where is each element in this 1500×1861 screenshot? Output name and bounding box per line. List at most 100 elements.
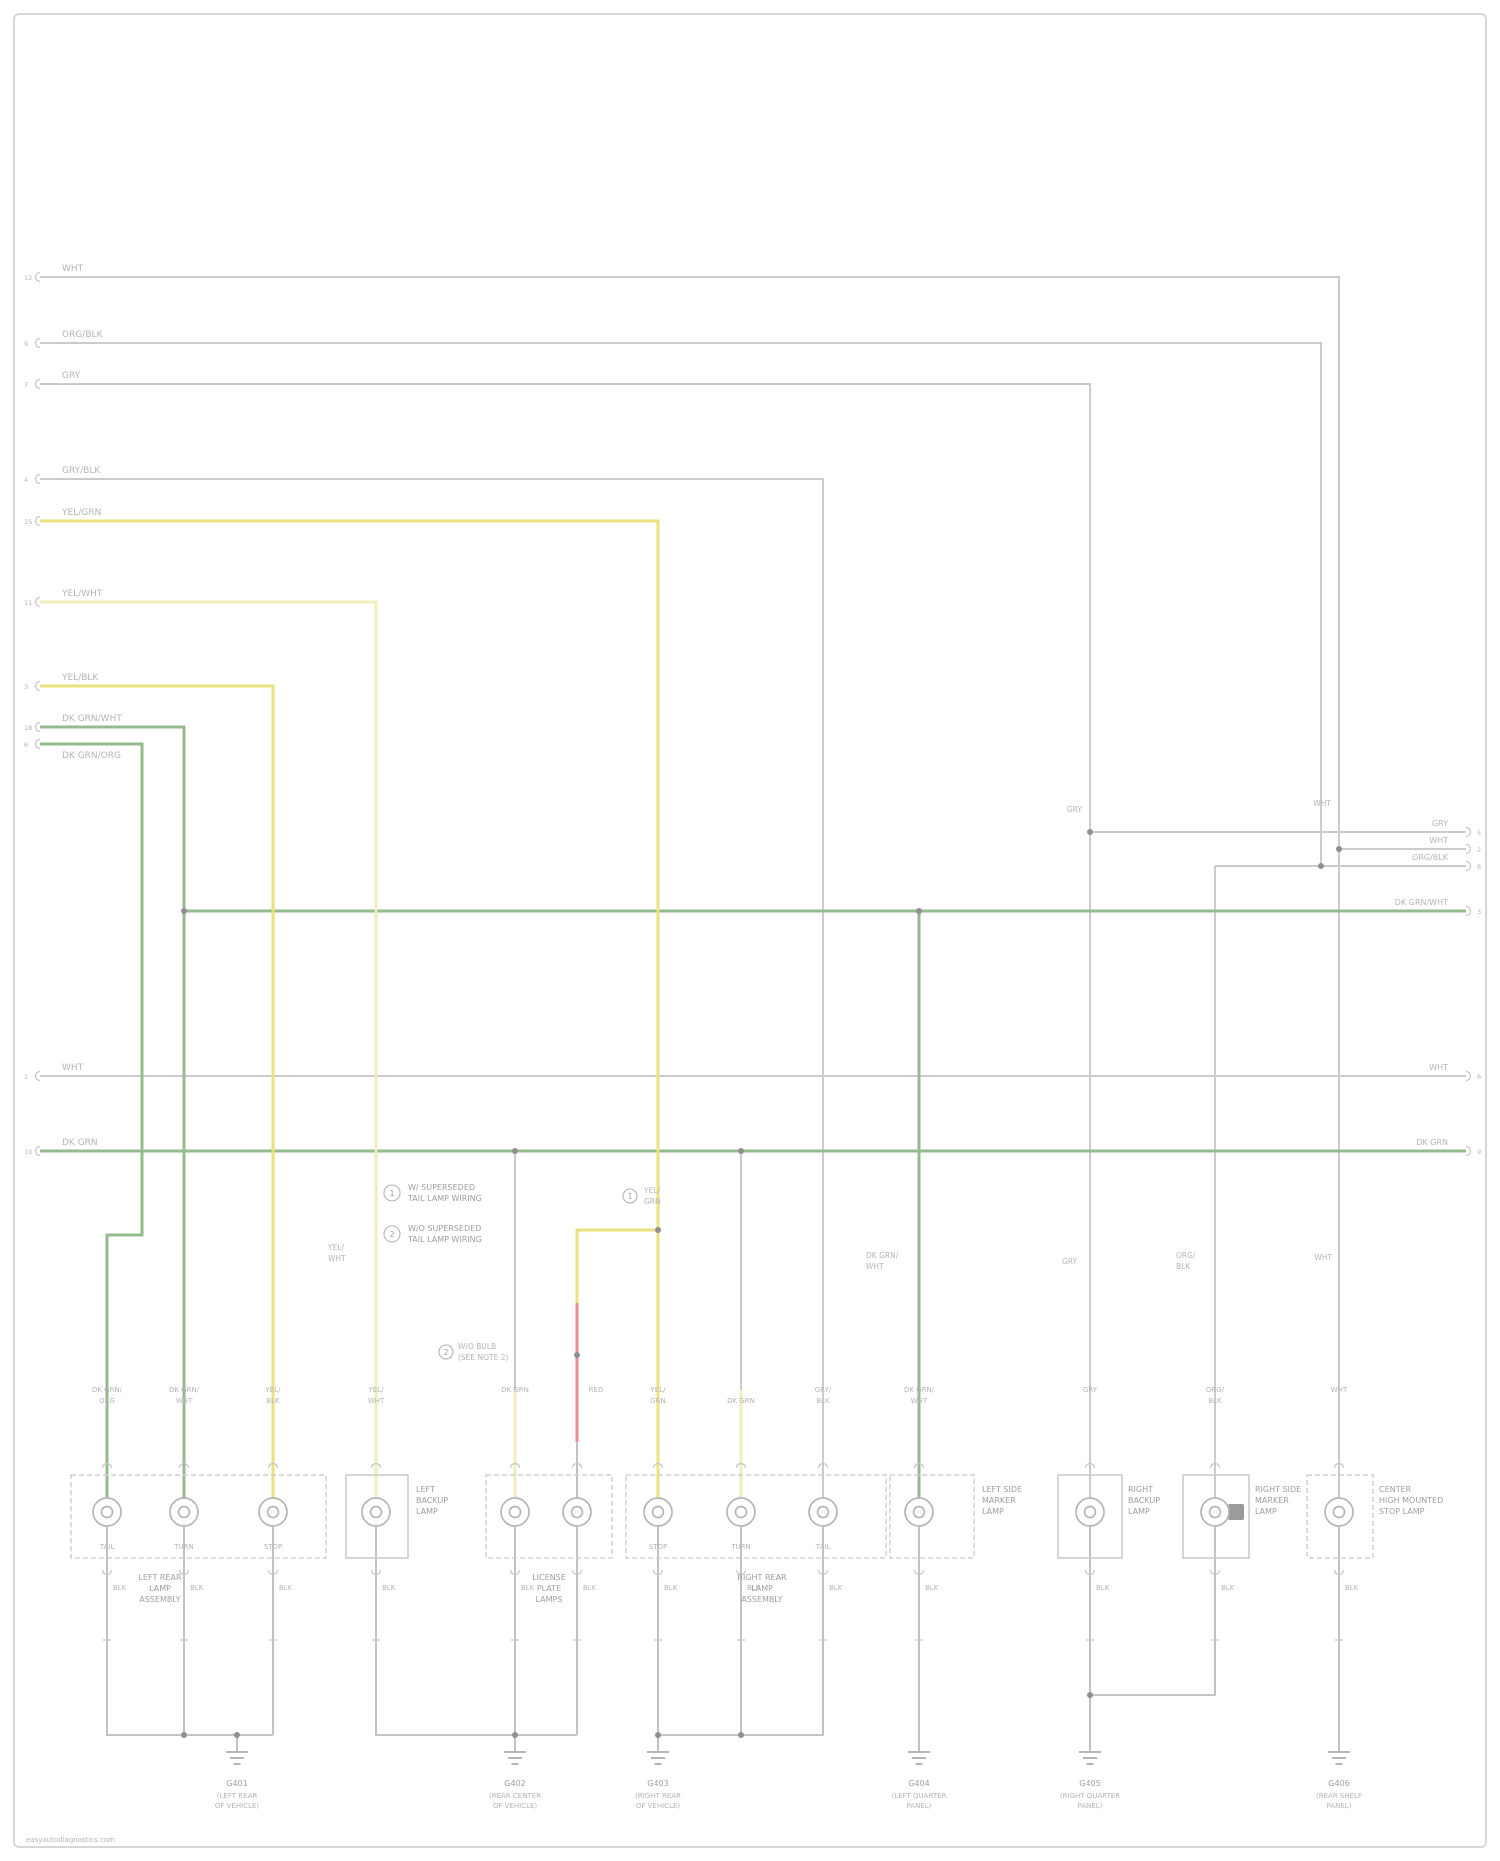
ground-id: G401 (226, 1779, 247, 1788)
wire-color-label: WHT (1429, 836, 1448, 845)
lamp-name: LEFT (416, 1485, 435, 1494)
ground-id: G402 (504, 1779, 525, 1788)
watermark: easyautodiagnostics.com (26, 1836, 115, 1844)
bulb-symbols (92, 1497, 1354, 1527)
wire-color-label: GRY (62, 371, 81, 381)
pin-label: 11 (24, 599, 32, 607)
wire-yelgrn-run (40, 519, 660, 1498)
junction-dot (181, 908, 187, 914)
junction-dot (916, 908, 922, 914)
pin-label: 9 (1477, 1148, 1481, 1156)
wire-color-label: DK GRN/WHT (1395, 898, 1448, 907)
bulb-function-labels: TAIL TURN STOP STOP TURN TAIL (99, 1543, 831, 1551)
inline-connector-icon (1333, 1569, 1345, 1576)
connector-stub-icon (1465, 905, 1472, 917)
entry-wire-labels: DK GRN/ ORG DK GRN/ WHT YEL/ BLK YEL/ WH… (92, 1386, 1348, 1405)
ground-wires (106, 1526, 1340, 1752)
connector-stub-icon (34, 337, 41, 349)
ground-location: (LEFT QUARTER (892, 1792, 947, 1800)
ground-icon (1328, 1751, 1350, 1765)
wire-color-label: YEL/BLK (61, 673, 99, 683)
note-number: 2 (389, 1230, 394, 1239)
lamp-name: LAMP (751, 1584, 773, 1593)
return-right-3 (658, 1526, 824, 1736)
ground-id: G404 (908, 1779, 929, 1788)
lamp-name: BACKUP (416, 1496, 448, 1505)
connector-stub-icon (1465, 843, 1472, 855)
wire-color-label: DK GRN/ (904, 1386, 935, 1394)
lamp-name: RIGHT SIDE (1255, 1485, 1301, 1494)
junction-dots (181, 829, 1342, 1738)
wire-color-label: WHT (176, 1397, 193, 1405)
lamp-name: RIGHT (1128, 1485, 1153, 1494)
junction-dot (1087, 1692, 1093, 1698)
ground-location: OF VEHICLE) (215, 1802, 260, 1810)
wire-color-label: BLK (190, 1584, 204, 1592)
inline-connector-icon (370, 1569, 382, 1576)
wire-color-label: ORG/BLK (1412, 853, 1449, 862)
pin-label: 6 (24, 741, 28, 749)
left-connectors: 12 WHT 9 ORG/BLK 7 GRY 4 GRY/BLK 15 YEL/… (24, 264, 122, 1156)
lamp-assemblies (70, 1474, 1374, 1559)
wire-color-label: BLK (583, 1584, 597, 1592)
wire-yelwht-run (40, 600, 378, 1498)
wire-color-label: WHT (368, 1397, 385, 1405)
wire-color-label: DK GRN/ORG (62, 751, 121, 761)
note-text: W/ SUPERSEDED (408, 1183, 475, 1192)
ground-location: (LEFT REAR (217, 1792, 258, 1800)
inline-connector-icon (571, 1462, 583, 1469)
ground-icon (908, 1751, 930, 1765)
wire-color-label: YEL/ (643, 1186, 660, 1195)
wire-color-label: DK GRN/ (866, 1251, 899, 1260)
inline-connector-icon (267, 1462, 279, 1469)
inline-connector-icon (1209, 1462, 1221, 1469)
wire-color-label: GRY (1432, 819, 1448, 828)
lamp-name: LAMP (149, 1584, 171, 1593)
wire-wht-run (40, 276, 1340, 1498)
wire-color-label: YEL/WHT (61, 589, 103, 599)
note-number-icon (383, 1184, 401, 1202)
lamp-name: ASSEMBLY (741, 1595, 782, 1604)
connector-stub-icon (34, 515, 41, 527)
wire-color-label: BLK (266, 1397, 280, 1405)
inline-connector-icon (817, 1569, 829, 1576)
connector-stub-icon (1465, 826, 1472, 838)
ground-id: G406 (1328, 1779, 1349, 1788)
junction-dot (1336, 846, 1342, 852)
wire-color-label: YEL/ (327, 1243, 344, 1252)
connector-stub-icon (34, 1070, 41, 1082)
inline-connector-icon (1209, 1569, 1221, 1576)
junction-dot (181, 1732, 187, 1738)
inline-connector-icon (571, 1569, 583, 1576)
note-ref-icon (622, 1188, 638, 1204)
power-wires (40, 276, 1466, 1498)
inline-connector-icon (652, 1462, 664, 1469)
inline-connector-icon (1084, 1462, 1096, 1469)
note-number-icon (383, 1225, 401, 1243)
wire-color-label: WHT (328, 1254, 346, 1263)
ground-location: (REAR SHELF (1316, 1792, 1362, 1800)
note-text: W/O SUPERSEDED (408, 1224, 481, 1233)
return-wire-labels: BLK BLK BLK BLK BLK BLK BLK BLK BLK BLK … (113, 1584, 1359, 1592)
junction-dot (574, 1352, 580, 1358)
wire-color-label: RED (589, 1386, 604, 1394)
wire-color-label: DK GRN (727, 1397, 755, 1405)
pin-label: 18 (24, 724, 32, 732)
wire-color-label: ORG/ (1206, 1386, 1225, 1394)
bulb-icon (361, 1497, 391, 1527)
wire-color-label: YEL/ (650, 1386, 667, 1394)
ground-labels: G401 (LEFT REAR OF VEHICLE) G402 (REAR C… (215, 1779, 1362, 1810)
inline-connector-icon (1333, 1462, 1345, 1469)
bulb-icon (643, 1497, 673, 1527)
inline-connector-icon (913, 1462, 925, 1469)
lamp-name: LAMPS (536, 1595, 563, 1604)
wire-color-label: WHT (1314, 1253, 1332, 1262)
right-connectors: 5 GRY 2 WHT 8 ORG/BLK 3 DK GRN/WHT 6 WHT… (1395, 819, 1481, 1156)
return-marker-right (1090, 1526, 1216, 1696)
bulb-icon (500, 1497, 530, 1527)
w2ire-color-label: WHT (1331, 1386, 1348, 1394)
pin-label: 15 (24, 518, 32, 526)
wire-color-label: BLK (1096, 1584, 1110, 1592)
notes-legend: 1 W/ SUPERSEDED TAIL LAMP WIRING 2 W/O S… (383, 1183, 638, 1362)
page-border (13, 13, 1487, 1848)
